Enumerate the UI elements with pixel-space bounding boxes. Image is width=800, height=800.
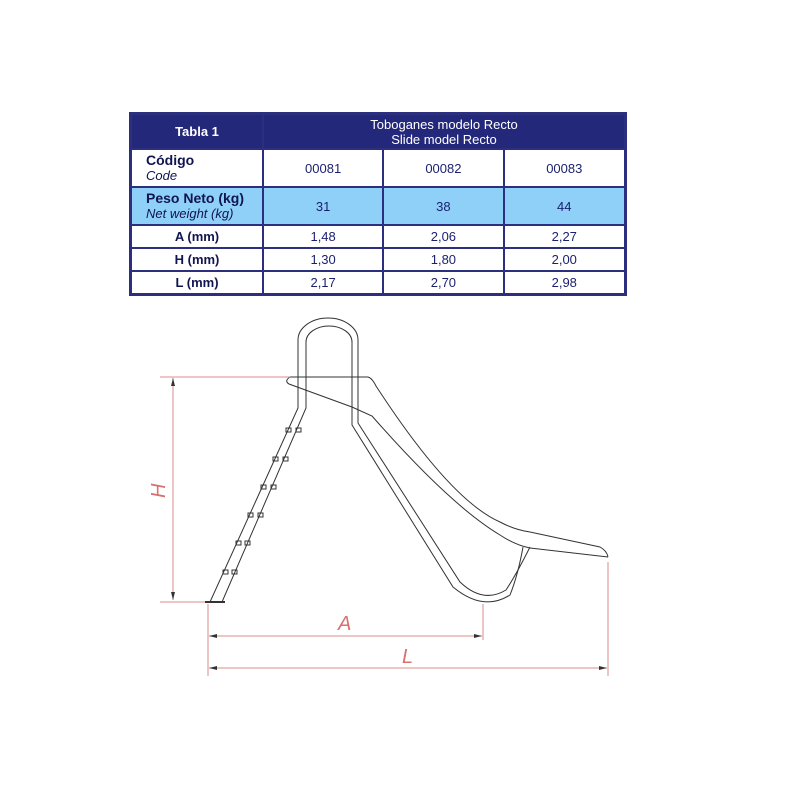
table-row-code: Código Code 00081 00082 00083	[129, 148, 627, 188]
cell: 2,00	[502, 247, 627, 272]
slide-chute-top	[290, 376, 609, 558]
row-label: L (mm)	[129, 270, 264, 296]
cell: 1,48	[261, 224, 385, 249]
table-row-weight: Peso Neto (kg) Net weight (kg) 31 38 44	[129, 186, 627, 226]
cell: 31	[261, 186, 385, 226]
table-row-l: L (mm) 2,17 2,70 2,98	[129, 270, 627, 296]
cell: 00083	[502, 148, 627, 188]
heading-en: Slide model Recto	[391, 131, 497, 147]
cell: 2,70	[382, 270, 505, 296]
cell: 38	[382, 186, 505, 226]
table-row-a: A (mm) 1,48 2,06 2,27	[129, 224, 627, 249]
cell: 00081	[261, 148, 385, 188]
cell: 2,98	[502, 270, 627, 296]
row-label: Peso Neto (kg) Net weight (kg)	[129, 186, 264, 226]
row-label: H (mm)	[129, 247, 264, 272]
cell: 00082	[382, 148, 505, 188]
h-label: H	[148, 483, 170, 498]
slide-frame	[205, 317, 609, 603]
table-heading: Toboganes modelo Recto Slide model Recto	[262, 112, 627, 150]
table-title: Tabla 1	[129, 112, 264, 150]
table-header-row: Tabla 1 Toboganes modelo Recto Slide mode…	[129, 112, 627, 150]
slide-chute-bottom	[286, 376, 609, 558]
cell: 1,80	[382, 247, 505, 272]
cell: 44	[502, 186, 627, 226]
label-en: Net weight (kg)	[146, 206, 234, 221]
l-label: L	[402, 646, 413, 668]
arch-tube-inner	[221, 325, 524, 603]
label-es: Peso Neto (kg)	[146, 190, 245, 206]
cell: 2,17	[261, 270, 385, 296]
table-row-h: H (mm) 1,30 1,80 2,00	[129, 247, 627, 272]
label-es: Código	[146, 152, 195, 168]
cell: 2,27	[502, 224, 627, 249]
row-label: Código Code	[129, 148, 264, 188]
arch-tube-outer	[209, 317, 531, 603]
cell: 2,06	[382, 224, 505, 249]
heading-es: Toboganes modelo Recto	[370, 116, 518, 132]
row-label: A (mm)	[129, 224, 264, 249]
dimension-lines: H A L	[148, 376, 609, 676]
a-label: A	[337, 613, 351, 635]
specs-table: Tabla 1 Toboganes modelo Recto Slide mode…	[129, 112, 627, 296]
cell: 1,30	[261, 247, 385, 272]
ladder-steps	[222, 427, 302, 575]
label-en: Code	[146, 168, 178, 183]
